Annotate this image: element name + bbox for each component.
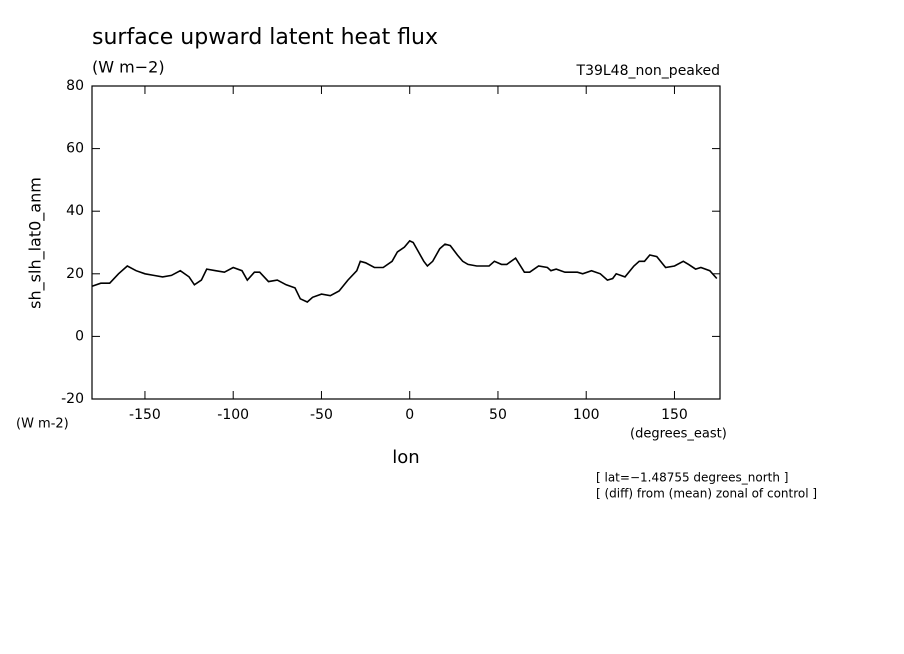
- plot-frame: [91, 85, 721, 400]
- chart-subtitle: (W m−2): [92, 58, 165, 77]
- y-tick-label: 0: [75, 328, 84, 344]
- y-tick-label: 40: [66, 203, 84, 219]
- y-tick-label: 20: [66, 266, 84, 282]
- y-tick-label: -20: [61, 391, 84, 407]
- x-units: (degrees_east): [630, 427, 727, 442]
- y-units: (W m-2): [16, 417, 69, 432]
- x-tick-label: 100: [573, 407, 600, 423]
- x-tick-label: -100: [217, 407, 249, 423]
- x-tick-label: 150: [661, 407, 688, 423]
- x-tick-label: -50: [310, 407, 333, 423]
- chart-title: surface upward latent heat flux: [92, 25, 438, 50]
- x-tick-label: 50: [489, 407, 507, 423]
- y-tick-label: 60: [66, 141, 84, 157]
- annotation: [ lat=−1.48755 degrees_north ]: [596, 471, 788, 485]
- y-axis-label: sh_slh_lat0_anm: [26, 177, 46, 309]
- x-tick-label: 0: [405, 407, 414, 423]
- annotation: [ (diff) from (mean) zonal of control ]: [596, 487, 817, 501]
- x-tick-label: -150: [129, 407, 161, 423]
- run-label: T39L48_non_peaked: [576, 63, 720, 79]
- x-axis-label: lon: [392, 447, 419, 468]
- data-line: [91, 239, 718, 303]
- y-tick-label: 80: [66, 78, 84, 94]
